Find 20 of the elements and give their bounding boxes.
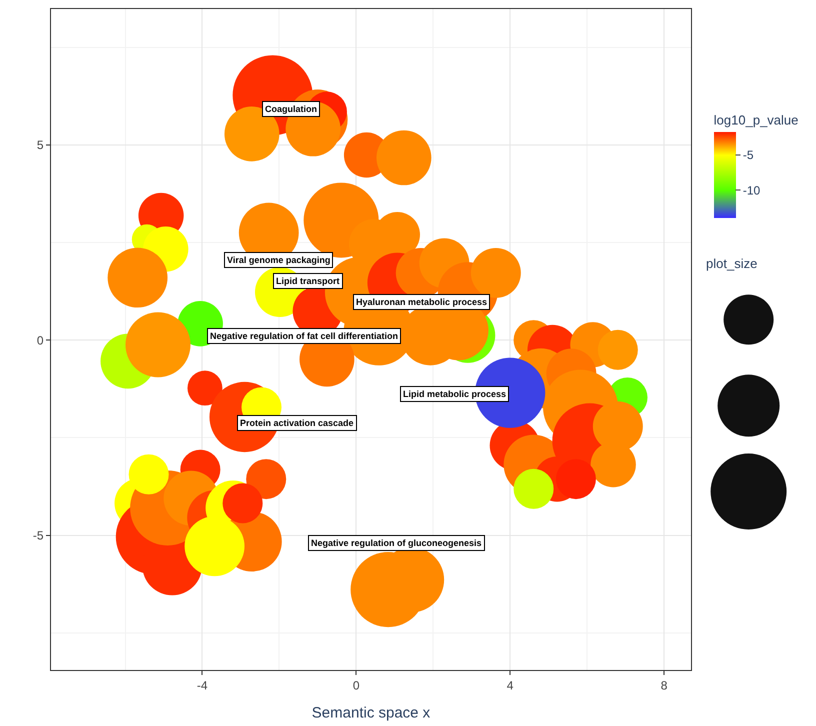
- x-tick-label: 4: [506, 678, 514, 692]
- legend-title: plot_size: [706, 256, 758, 271]
- y-tick-label: 0: [36, 333, 44, 348]
- x-axis-title: Semantic space x: [312, 704, 431, 722]
- annotation: Protein activation cascade: [240, 418, 354, 428]
- color-bar-title: log10_p_value: [714, 112, 798, 128]
- annotation: Negative regulation of fat cell differentiation: [210, 331, 398, 341]
- annotation: Coagulation: [265, 104, 317, 114]
- x-tick-label: 0: [352, 678, 360, 692]
- annotation: Viral genome packaging: [227, 255, 330, 265]
- annotation: Lipid metabolic process: [403, 389, 506, 399]
- annotation: Lipid transport: [276, 276, 340, 286]
- x-tick-label: -4: [196, 678, 208, 692]
- y-tick-label: -5: [32, 528, 44, 542]
- x-tick-label: 8: [660, 678, 668, 692]
- color-bar-label: -10: [742, 183, 761, 198]
- annotation: Hyaluronan metabolic process: [356, 297, 488, 307]
- color-bar-label: -5: [742, 148, 754, 162]
- y-tick-label: 5: [36, 138, 44, 152]
- annotation: Negative regulation of gluconeogenesis: [311, 538, 482, 548]
